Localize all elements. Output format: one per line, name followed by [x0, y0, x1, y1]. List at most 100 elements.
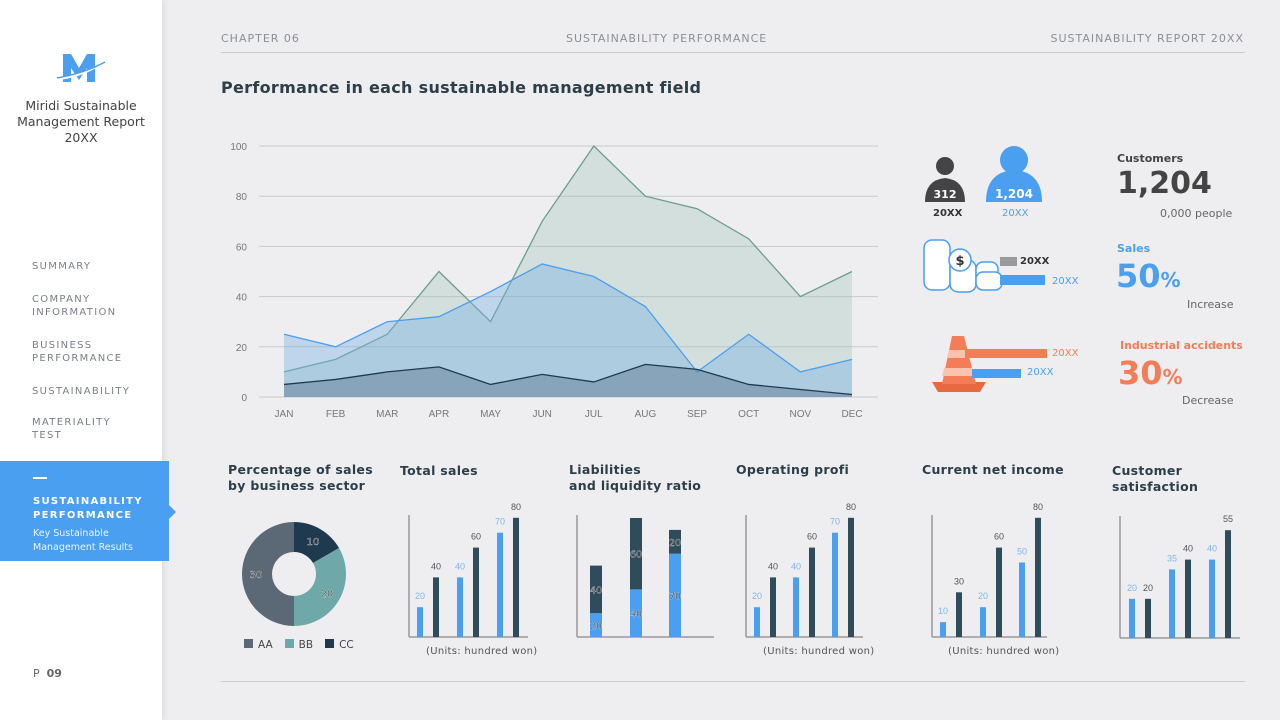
bar — [497, 532, 503, 637]
bar — [832, 532, 838, 637]
customers-label: Customers — [1117, 152, 1184, 165]
legend-label: CC — [339, 639, 354, 651]
accidents-bar-prev — [965, 349, 1047, 358]
net-income-title: Current net income — [922, 462, 1064, 477]
stacked-bar-segment — [590, 565, 602, 614]
y-tick-label: 40 — [236, 293, 248, 304]
prev-year-label: 20XX — [933, 208, 963, 219]
brand-name: Miridi Sustainable Management Report 20X… — [0, 98, 162, 146]
pie-slice-bb — [294, 548, 347, 626]
bar — [513, 517, 519, 637]
bar — [1019, 562, 1025, 637]
nav-sustainability-performance[interactable]: SUSTAINABILITY PERFORMANCE Key Sustainab… — [0, 461, 176, 561]
y-tick-label: 100 — [230, 142, 247, 153]
nav-sustainability[interactable]: SUSTAINABILITY — [32, 385, 130, 398]
page-number: P 09 — [33, 667, 62, 680]
area-fill-series-1 — [284, 146, 852, 397]
pie-slice-cc — [294, 522, 340, 563]
operating-profit-title: Operating profi — [736, 462, 850, 477]
bar-value-label: 70 — [495, 517, 505, 527]
bar-value-label: 80 — [1033, 502, 1043, 512]
nav-materiality-test[interactable]: MATERIALITY TEST — [32, 416, 111, 442]
nav-label: SUSTAINABILITY — [33, 496, 143, 507]
accidents-bar-cur — [972, 369, 1021, 378]
x-tick-label: JUN — [532, 409, 551, 420]
x-tick-label: NOV — [790, 409, 812, 420]
bar-value-label: 20 — [752, 591, 762, 601]
pie-title: Percentage of sales by business sector — [228, 462, 373, 494]
x-tick-label: JUL — [585, 409, 603, 420]
liabilities-title: Liabilities and liquidity ratio — [569, 462, 701, 494]
title-line: Customer — [1112, 463, 1183, 478]
accidents-label: Industrial accidents — [1120, 339, 1243, 352]
bar — [433, 577, 439, 637]
x-tick-label: DEC — [841, 409, 862, 420]
title-line: satisfaction — [1112, 479, 1199, 494]
sales-bar-prev-year: 20XX — [1020, 256, 1050, 267]
bar — [1225, 530, 1231, 638]
bar — [809, 547, 815, 637]
x-tick-label: FEB — [326, 409, 346, 420]
segment-label: 20 — [590, 621, 602, 632]
stacked-bar-segment — [630, 518, 642, 590]
bar — [457, 577, 463, 637]
bar-value-label: 50 — [1017, 547, 1027, 557]
bar-value-label: 35 — [1167, 553, 1177, 563]
person-icon-cur — [986, 146, 1042, 202]
area-fill-series-2 — [284, 263, 852, 397]
nav-business-performance[interactable]: BUSINESS PERFORMANCE — [32, 339, 122, 365]
sales-bar-cur — [1000, 275, 1045, 285]
nav-label: MATERIALITY — [32, 417, 111, 428]
pie-label: 10 — [307, 537, 320, 548]
page-value: 09 — [46, 667, 62, 680]
sales-bar-cur-year: 20XX — [1052, 276, 1079, 287]
bar — [1185, 559, 1191, 638]
x-tick-label: APR — [429, 409, 450, 420]
segment-label: 60 — [630, 550, 642, 561]
legend-item-aa: AA — [244, 639, 273, 651]
bar-value-label: 60 — [471, 532, 481, 542]
sales-note: Increase — [1187, 298, 1234, 311]
nav-summary[interactable]: SUMMARY — [32, 260, 91, 273]
stacked-bar-segment — [630, 589, 642, 637]
legend-label: BB — [298, 639, 314, 651]
bar-value-label: 40 — [455, 561, 465, 571]
sales-bar-prev — [1000, 257, 1017, 266]
pie-legend: AA BB CC — [244, 639, 354, 651]
bar — [473, 547, 479, 637]
nav-sub-label: Key Sustainable — [33, 528, 109, 539]
nav-label: INFORMATION — [32, 307, 117, 318]
bar-value-label: 20 — [1127, 583, 1137, 593]
nav-label: COMPANY — [32, 294, 91, 305]
cur-customers-value: 1,204 — [995, 187, 1033, 201]
brand-line: Management Report — [17, 114, 145, 129]
bar-value-label: 20 — [978, 591, 988, 601]
brand-line: Miridi Sustainable — [25, 98, 137, 113]
bar-value-label: 80 — [511, 502, 521, 512]
bar — [754, 607, 760, 637]
x-tick-label: MAY — [480, 409, 501, 420]
total-sales-unit: (Units: hundred won) — [426, 646, 538, 657]
total-sales-title: Total sales — [400, 463, 478, 478]
chapter-label: CHAPTER 06 — [221, 32, 300, 45]
bar — [793, 577, 799, 637]
x-tick-label: SEP — [687, 409, 707, 420]
nav-label: BUSINESS — [32, 340, 93, 351]
nav-label: TEST — [32, 430, 63, 441]
title-line: Percentage of sales — [228, 462, 373, 477]
line-series-3 — [283, 363, 853, 396]
nav-company-information[interactable]: COMPANY INFORMATION — [32, 293, 116, 319]
page-prefix: P — [33, 667, 40, 680]
bar — [1209, 559, 1215, 638]
accidents-bar-cur-year: 20XX — [1027, 367, 1054, 378]
bar-value-label: 40 — [768, 561, 778, 571]
net-income-unit: (Units: hundred won) — [948, 646, 1060, 657]
prev-customers-value: 312 — [934, 188, 957, 201]
bar-value-label: 20 — [1143, 583, 1153, 593]
x-tick-label: AUG — [635, 409, 657, 420]
nav-label: PERFORMANCE — [32, 353, 123, 364]
accidents-pct: % — [1162, 365, 1183, 389]
title-line: and liquidity ratio — [569, 478, 702, 493]
bar-value-label: 40 — [791, 561, 801, 571]
